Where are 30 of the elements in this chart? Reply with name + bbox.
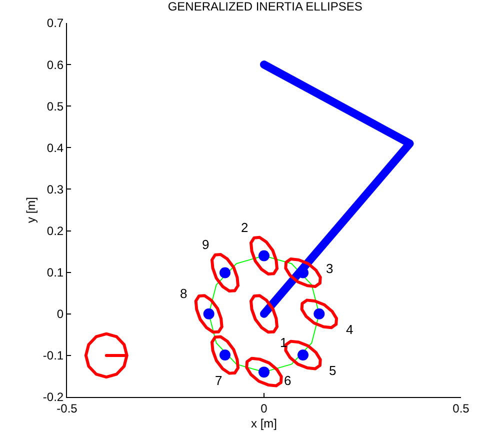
y-tick-label: 0.1 xyxy=(46,266,64,280)
point xyxy=(219,267,230,278)
y-tick-label: 0.4 xyxy=(46,140,64,155)
annotation: 2 xyxy=(241,220,248,235)
annotation: 3 xyxy=(326,261,334,276)
annotation: 8 xyxy=(180,286,188,301)
y-tick-label: 0.3 xyxy=(46,182,64,196)
x-tick-label: 0.5 xyxy=(452,401,470,416)
annotation: 9 xyxy=(202,237,210,252)
annotation: 6 xyxy=(284,373,292,388)
point xyxy=(219,350,230,361)
annotation: 1 xyxy=(280,335,288,350)
point xyxy=(258,250,270,262)
annotation: 5 xyxy=(329,363,336,378)
point xyxy=(203,308,214,320)
y-axis-title: y [m] xyxy=(24,197,38,223)
y-tick-label: 0.5 xyxy=(46,99,64,114)
chart-title: GENERALIZED INERTIA ELLIPSES xyxy=(168,0,362,14)
y-tick-label: -0.1 xyxy=(42,348,64,363)
y-tick-label: 0 xyxy=(56,307,64,322)
annotation: 7 xyxy=(215,373,222,388)
y-tick-label: 0.2 xyxy=(46,224,64,238)
point xyxy=(314,308,325,320)
x-tick-label: 0 xyxy=(260,401,268,416)
y-tick-label: 0.7 xyxy=(46,16,64,30)
point xyxy=(298,350,309,361)
point xyxy=(258,366,270,378)
x-axis-title: x [m] xyxy=(251,416,277,430)
annotation: 4 xyxy=(346,322,354,337)
y-tick-label: 0.6 xyxy=(46,58,64,72)
